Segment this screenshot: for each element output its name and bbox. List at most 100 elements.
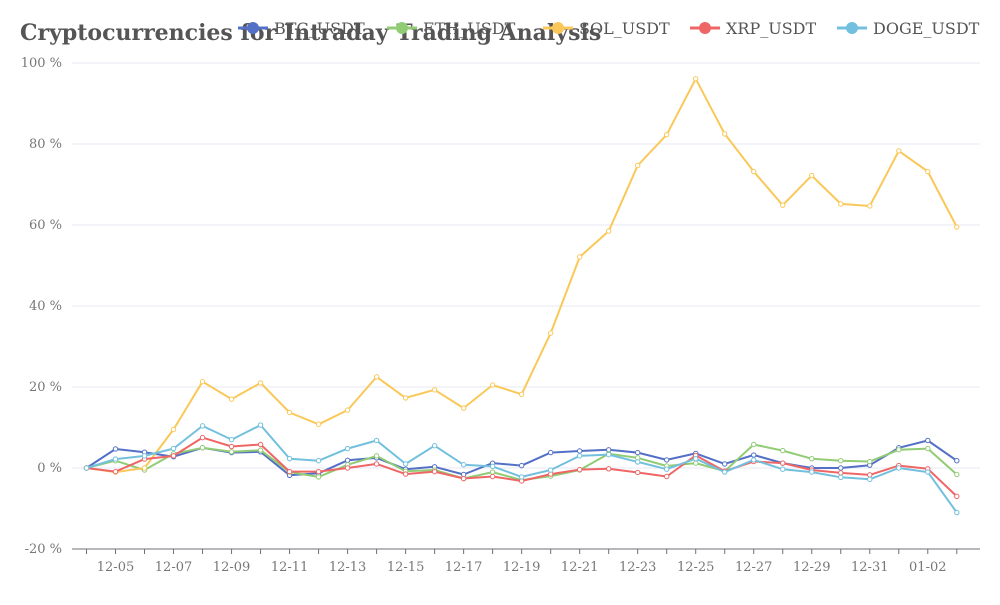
- data-point[interactable]: [722, 131, 728, 137]
- data-point[interactable]: [402, 461, 409, 467]
- data-point[interactable]: [257, 422, 264, 428]
- data-point[interactable]: [722, 461, 728, 467]
- data-point[interactable]: [605, 466, 612, 472]
- data-point[interactable]: [286, 455, 293, 462]
- data-point[interactable]: [460, 462, 467, 468]
- data-point[interactable]: [954, 458, 960, 464]
- data-point[interactable]: [112, 456, 119, 462]
- data-point[interactable]: [751, 168, 757, 175]
- data-point[interactable]: [751, 441, 757, 448]
- data-point[interactable]: [373, 453, 380, 459]
- data-point[interactable]: [315, 458, 322, 464]
- data-point[interactable]: [547, 467, 554, 473]
- data-point[interactable]: [751, 457, 757, 463]
- data-point[interactable]: [780, 460, 786, 466]
- data-point[interactable]: [489, 382, 496, 388]
- legend-item-sol-usdt[interactable]: SOL_USDT: [543, 19, 670, 38]
- data-point[interactable]: [431, 387, 438, 393]
- data-point[interactable]: [344, 465, 351, 471]
- data-point[interactable]: [518, 462, 525, 469]
- data-point[interactable]: [170, 445, 177, 452]
- data-point[interactable]: [141, 453, 148, 459]
- data-point[interactable]: [634, 469, 641, 476]
- data-point[interactable]: [838, 458, 844, 464]
- data-point[interactable]: [199, 445, 206, 451]
- data-point[interactable]: [170, 453, 177, 459]
- data-point[interactable]: [925, 168, 931, 175]
- data-point[interactable]: [605, 451, 612, 458]
- data-point[interactable]: [228, 396, 235, 402]
- data-point[interactable]: [867, 472, 873, 478]
- legend-item-btc-usdt[interactable]: BTC_USDT: [238, 19, 365, 38]
- data-point[interactable]: [867, 476, 873, 483]
- data-point[interactable]: [257, 441, 264, 448]
- data-point[interactable]: [286, 468, 293, 475]
- data-point[interactable]: [199, 434, 206, 441]
- data-point[interactable]: [693, 460, 699, 466]
- data-point[interactable]: [460, 405, 467, 411]
- data-point[interactable]: [489, 463, 496, 470]
- data-point[interactable]: [634, 459, 641, 465]
- data-point[interactable]: [693, 76, 699, 82]
- data-point[interactable]: [199, 423, 206, 429]
- data-point[interactable]: [838, 474, 844, 481]
- data-point[interactable]: [838, 470, 844, 476]
- data-point[interactable]: [780, 466, 786, 472]
- data-point[interactable]: [489, 469, 496, 475]
- data-point[interactable]: [170, 426, 177, 433]
- data-point[interactable]: [867, 203, 873, 209]
- data-point[interactable]: [257, 447, 264, 453]
- data-point[interactable]: [634, 162, 641, 169]
- data-point[interactable]: [402, 471, 409, 477]
- data-point[interactable]: [634, 449, 641, 456]
- data-point[interactable]: [809, 469, 815, 475]
- data-point[interactable]: [344, 445, 351, 452]
- data-point[interactable]: [576, 466, 583, 473]
- data-point[interactable]: [547, 330, 554, 336]
- data-point[interactable]: [809, 455, 815, 462]
- legend-item-eth-usdt[interactable]: ETH_USDT: [387, 19, 516, 38]
- data-point[interactable]: [141, 465, 148, 471]
- data-point[interactable]: [954, 471, 960, 478]
- data-point[interactable]: [373, 461, 380, 467]
- data-point[interactable]: [518, 391, 525, 397]
- data-point[interactable]: [809, 172, 815, 179]
- data-point[interactable]: [373, 374, 380, 380]
- data-point[interactable]: [112, 468, 119, 475]
- data-point[interactable]: [228, 443, 235, 450]
- data-point[interactable]: [257, 380, 264, 386]
- data-point[interactable]: [315, 468, 322, 475]
- data-point[interactable]: [896, 465, 902, 471]
- data-point[interactable]: [722, 469, 728, 475]
- legend-item-doge-usdt[interactable]: DOGE_USDT: [837, 19, 980, 38]
- data-point[interactable]: [925, 469, 931, 475]
- data-point[interactable]: [576, 448, 583, 454]
- data-point[interactable]: [228, 449, 235, 455]
- data-point[interactable]: [228, 436, 235, 443]
- data-point[interactable]: [373, 437, 380, 444]
- data-point[interactable]: [315, 474, 322, 480]
- data-point[interactable]: [112, 446, 119, 452]
- data-point[interactable]: [954, 509, 960, 516]
- data-point[interactable]: [751, 452, 757, 458]
- data-point[interactable]: [663, 131, 670, 138]
- data-point[interactable]: [954, 224, 960, 230]
- data-point[interactable]: [286, 409, 293, 416]
- legend-item-xrp-usdt[interactable]: XRP_USDT: [690, 19, 816, 38]
- data-point[interactable]: [199, 379, 206, 385]
- data-point[interactable]: [663, 457, 670, 463]
- data-point[interactable]: [780, 447, 786, 454]
- data-point[interactable]: [431, 443, 438, 449]
- data-point[interactable]: [576, 453, 583, 459]
- data-point[interactable]: [838, 201, 844, 207]
- data-point[interactable]: [460, 475, 467, 482]
- data-point[interactable]: [315, 421, 322, 427]
- data-point[interactable]: [693, 455, 699, 462]
- data-point[interactable]: [663, 466, 670, 472]
- data-point[interactable]: [402, 395, 409, 401]
- data-point[interactable]: [663, 473, 670, 480]
- data-point[interactable]: [431, 468, 438, 475]
- data-point[interactable]: [925, 437, 931, 444]
- data-point[interactable]: [838, 465, 844, 471]
- data-point[interactable]: [780, 202, 786, 208]
